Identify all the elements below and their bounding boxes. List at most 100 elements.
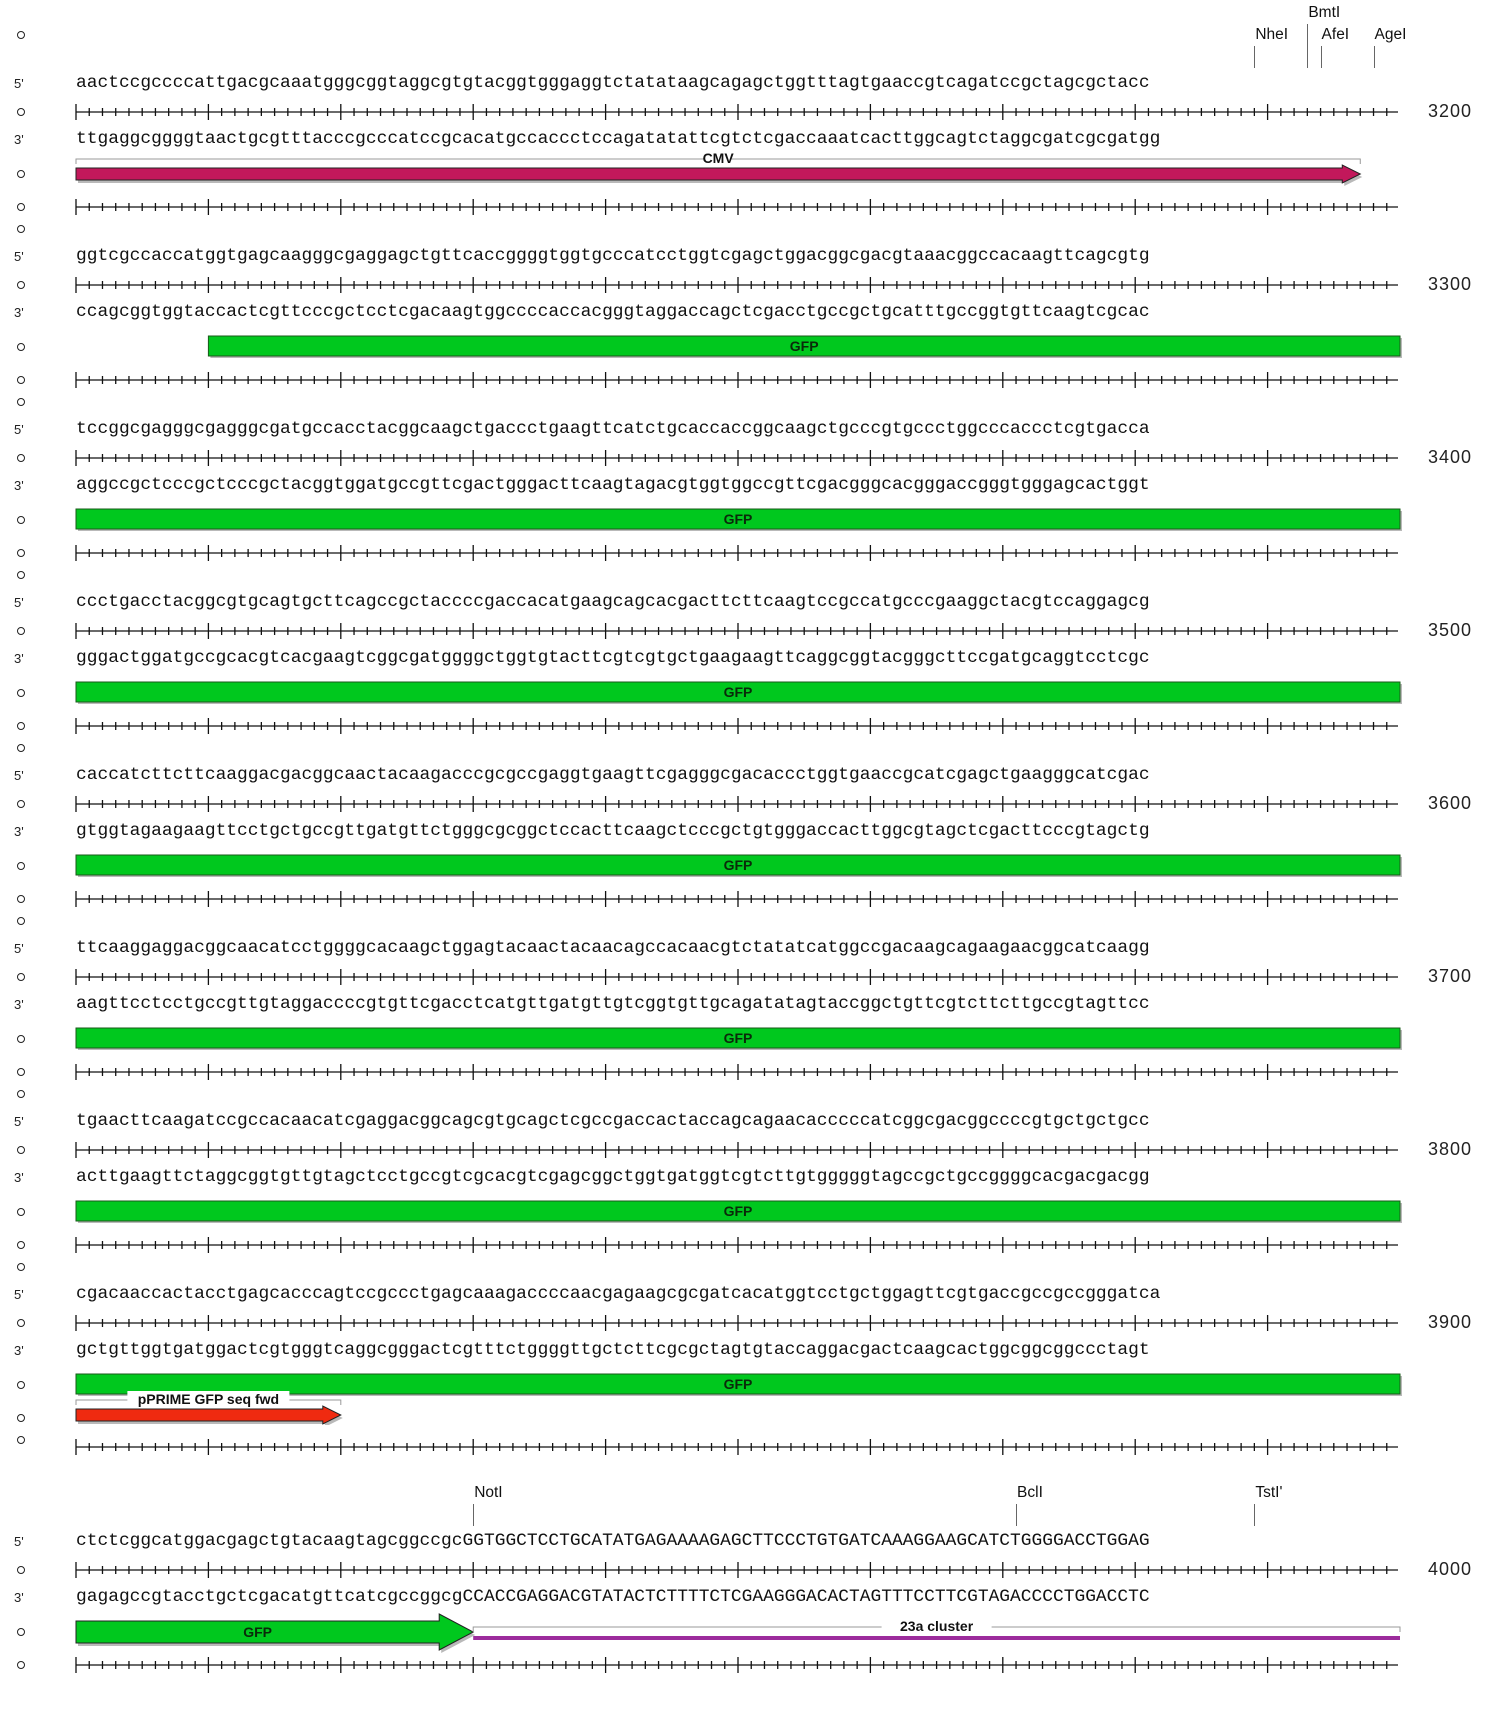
sequence-top-strand: aactccgccccattgacgcaaatgggcggtaggcgtgtac… bbox=[76, 73, 1150, 93]
sequence-bottom-strand: gagagccgtacctgctcgacatgttcatcgccggcgCCAC… bbox=[76, 1587, 1150, 1607]
gap-marker bbox=[17, 1241, 25, 1249]
strand-label-5prime: 5' bbox=[14, 595, 24, 610]
feature-arrow bbox=[75, 164, 1362, 184]
feature-label-bg bbox=[881, 1618, 992, 1634]
bp-ruler bbox=[75, 1315, 1398, 1331]
bp-ruler bbox=[75, 199, 1398, 215]
feature-label: GFP bbox=[790, 338, 819, 354]
gap-marker bbox=[17, 689, 25, 697]
gap-marker bbox=[17, 1436, 25, 1444]
feature-arrow bbox=[75, 1405, 342, 1425]
position-number: 3400 bbox=[1428, 447, 1473, 467]
gap-marker bbox=[17, 862, 25, 870]
restriction-site-tick bbox=[473, 1504, 475, 1526]
sequence-bottom-strand: gtggtagaagaagttcctgctgccgttgatgttctgggcg… bbox=[76, 821, 1150, 841]
position-number: 3900 bbox=[1428, 1312, 1473, 1332]
gap-marker bbox=[17, 627, 25, 635]
strand-label-3prime: 3' bbox=[14, 305, 24, 320]
gap-marker bbox=[17, 225, 25, 233]
gap-marker bbox=[17, 1068, 25, 1076]
feature-label: pPRIME GFP seq fwd bbox=[138, 1391, 279, 1407]
gfp-feature-bar bbox=[207, 335, 1401, 357]
bp-ruler bbox=[75, 104, 1398, 120]
feature-label: GFP bbox=[724, 857, 753, 873]
bp-ruler bbox=[75, 969, 1398, 985]
gap-marker bbox=[17, 31, 25, 39]
gap-marker bbox=[17, 170, 25, 178]
gap-marker bbox=[17, 722, 25, 730]
gap-marker bbox=[17, 454, 25, 462]
position-number: 3700 bbox=[1428, 966, 1473, 986]
restriction-site-label[interactable]: BclI bbox=[1017, 1484, 1043, 1501]
strand-label-5prime: 5' bbox=[14, 941, 24, 956]
strand-label-5prime: 5' bbox=[14, 422, 24, 437]
restriction-site-label[interactable]: TstI' bbox=[1255, 1484, 1283, 1501]
restriction-site-label[interactable]: BmtI bbox=[1308, 4, 1341, 21]
gfp-feature-bar bbox=[75, 681, 1401, 703]
feature-track: GFP bbox=[75, 854, 1402, 877]
gap-marker bbox=[17, 343, 25, 351]
feature-track: GFP bbox=[75, 681, 1402, 704]
gap-marker bbox=[17, 1661, 25, 1669]
strand-label-3prime: 3' bbox=[14, 1170, 24, 1185]
feature-label: GFP bbox=[243, 1624, 272, 1640]
feature-label: 23a cluster bbox=[900, 1618, 974, 1634]
gap-marker bbox=[17, 1566, 25, 1574]
sequence-bottom-strand: gctgttggtgatggactcgtgggtcaggcgggactcgttt… bbox=[76, 1340, 1150, 1360]
feature-track: GFP bbox=[75, 508, 1402, 531]
bp-ruler bbox=[75, 623, 1398, 639]
restriction-site-label[interactable]: AgeI bbox=[1374, 26, 1407, 43]
strand-label-5prime: 5' bbox=[14, 768, 24, 783]
bp-ruler bbox=[75, 372, 1398, 388]
strand-label-3prime: 3' bbox=[14, 824, 24, 839]
gap-marker bbox=[17, 895, 25, 903]
strand-label-5prime: 5' bbox=[14, 1114, 24, 1129]
restriction-site-label[interactable]: NheI bbox=[1255, 26, 1289, 43]
position-number: 4000 bbox=[1428, 1559, 1473, 1579]
sequence-top-strand: cgacaaccactacctgagcacccagtccgccctgagcaaa… bbox=[76, 1284, 1161, 1304]
gfp-feature-bar bbox=[75, 1027, 1401, 1049]
gap-marker bbox=[17, 1090, 25, 1098]
sequence-top-strand: tgaacttcaagatccgccacaacatcgaggacggcagcgt… bbox=[76, 1111, 1150, 1131]
restriction-site-label[interactable]: NotI bbox=[474, 1484, 503, 1501]
restriction-site-tick bbox=[1373, 46, 1375, 68]
gap-marker bbox=[17, 516, 25, 524]
bp-ruler bbox=[75, 891, 1398, 907]
gap-marker bbox=[17, 917, 25, 925]
position-number: 3500 bbox=[1428, 620, 1473, 640]
bp-ruler bbox=[75, 545, 1398, 561]
feature-label: GFP bbox=[724, 1376, 753, 1392]
gap-marker bbox=[17, 1208, 25, 1216]
sequence-bottom-strand: acttgaagttctaggcggtgttgtagctcctgccgtcgca… bbox=[76, 1167, 1150, 1187]
gap-marker bbox=[17, 1628, 25, 1636]
restriction-site-tick bbox=[1320, 46, 1322, 68]
position-number: 3200 bbox=[1428, 101, 1473, 121]
sequence-bottom-strand: ccagcggtggtaccactcgttcccgctcctcgacaagtgg… bbox=[76, 302, 1150, 322]
feature-label: GFP bbox=[724, 1030, 753, 1046]
bp-ruler bbox=[75, 450, 1398, 466]
sequence-top-strand: tccggcgagggcgagggcgatgccacctacggcaagctga… bbox=[76, 419, 1150, 439]
bp-ruler bbox=[75, 1439, 1398, 1455]
restriction-site-label[interactable]: AfeI bbox=[1321, 26, 1350, 43]
bp-ruler bbox=[75, 1562, 1398, 1578]
strand-label-3prime: 3' bbox=[14, 478, 24, 493]
cluster-feature-line bbox=[473, 1636, 1400, 1640]
sequence-bottom-strand: gggactggatgccgcacgtcacgaagtcggcgatggggct… bbox=[76, 648, 1150, 668]
sequence-top-strand: ctctcggcatggacgagctgtacaagtagcggccgcGGTG… bbox=[76, 1531, 1150, 1551]
bp-ruler bbox=[75, 277, 1398, 293]
feature-label: CMV bbox=[703, 150, 735, 166]
position-number: 3600 bbox=[1428, 793, 1473, 813]
strand-label-3prime: 3' bbox=[14, 997, 24, 1012]
gap-marker bbox=[17, 1319, 25, 1327]
strand-label-5prime: 5' bbox=[14, 76, 24, 91]
feature-track: GFP 23a cluster bbox=[75, 1613, 1401, 1653]
bp-ruler bbox=[75, 1237, 1398, 1253]
strand-label-3prime: 3' bbox=[14, 132, 24, 147]
restriction-site-tick bbox=[1254, 1504, 1256, 1526]
feature-arrow bbox=[75, 1613, 475, 1651]
restriction-site-tick bbox=[1307, 24, 1309, 68]
feature-track: GFP pPRIME GFP seq fwd bbox=[75, 1373, 1402, 1425]
feature-track: GFP bbox=[75, 1200, 1402, 1223]
sequence-bottom-strand: aagttcctcctgccgttgtaggaccccgtgttcgacctca… bbox=[76, 994, 1150, 1014]
